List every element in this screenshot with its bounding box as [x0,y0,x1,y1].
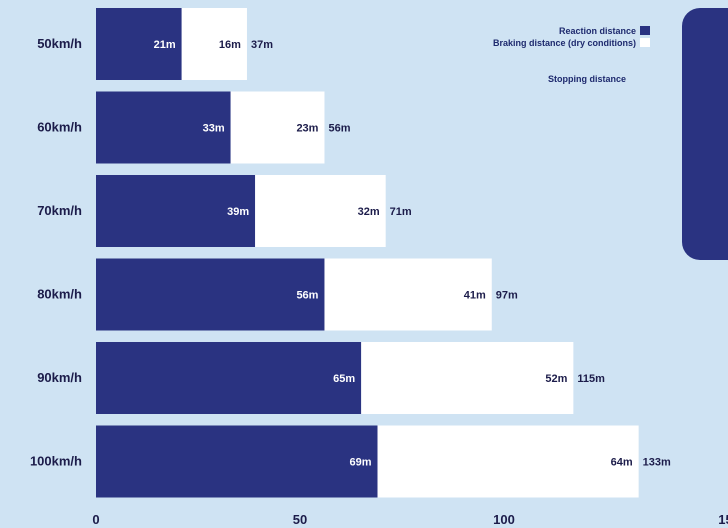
x-tick-label: 150 [718,512,728,527]
data-label-reaction: 21m [154,39,176,51]
data-label-total: 56m [328,123,350,135]
category-label: 80km/h [37,287,82,302]
bar-braking [230,91,325,164]
bar-braking [324,258,492,331]
legend-reaction-label: Reaction distance [559,26,636,36]
data-label-reaction: 69m [349,457,371,469]
x-axis: 0 50 100 150 [92,512,728,527]
category-label: 100km/h [30,454,82,469]
legend-stopping-label: Stopping distance [548,74,626,84]
category-label: 50km/h [37,36,82,51]
legend-braking-label: Braking distance (dry conditions) [493,38,636,48]
bar-braking [377,425,639,498]
data-label-total: 37m [251,39,273,51]
data-label-reaction: 33m [203,123,225,135]
category-label: 60km/h [37,120,82,135]
bar-reaction [96,342,362,414]
bars-group: 50km/h 21m 16m 37m 60km/h 33m 23m 56m 70km/h 39m 3… [30,8,671,498]
data-label-reaction: 56m [296,290,318,302]
bar-reaction [96,258,325,331]
info-panel [682,8,728,260]
bar-braking [181,8,247,80]
x-tick-label: 100 [493,512,515,527]
data-label-braking: 52m [545,373,567,385]
data-label-total: 71m [390,206,412,218]
bar-reaction [96,91,231,164]
data-label-braking: 23m [296,123,318,135]
bar-braking [255,175,386,247]
data-label-total: 97m [496,290,518,302]
legend: Reaction distance Braking distance (dry … [493,26,650,84]
legend-braking-swatch [640,38,650,47]
data-label-braking: 32m [358,206,380,218]
bar-reaction [96,8,182,80]
data-label-braking: 41m [464,290,486,302]
data-label-braking: 64m [611,457,633,469]
bar-reaction [96,425,378,498]
data-label-total: 133m [643,457,671,469]
x-tick-label: 50 [293,512,307,527]
data-label-total: 115m [577,373,605,385]
x-tick-label: 0 [92,512,99,527]
category-label: 90km/h [37,370,82,385]
data-label-reaction: 65m [333,373,355,385]
data-label-braking: 16m [219,39,241,51]
bar-reaction [96,175,256,247]
category-label: 70km/h [37,203,82,218]
bar-braking [361,342,574,414]
legend-reaction-swatch [640,26,650,35]
data-label-reaction: 39m [227,206,249,218]
